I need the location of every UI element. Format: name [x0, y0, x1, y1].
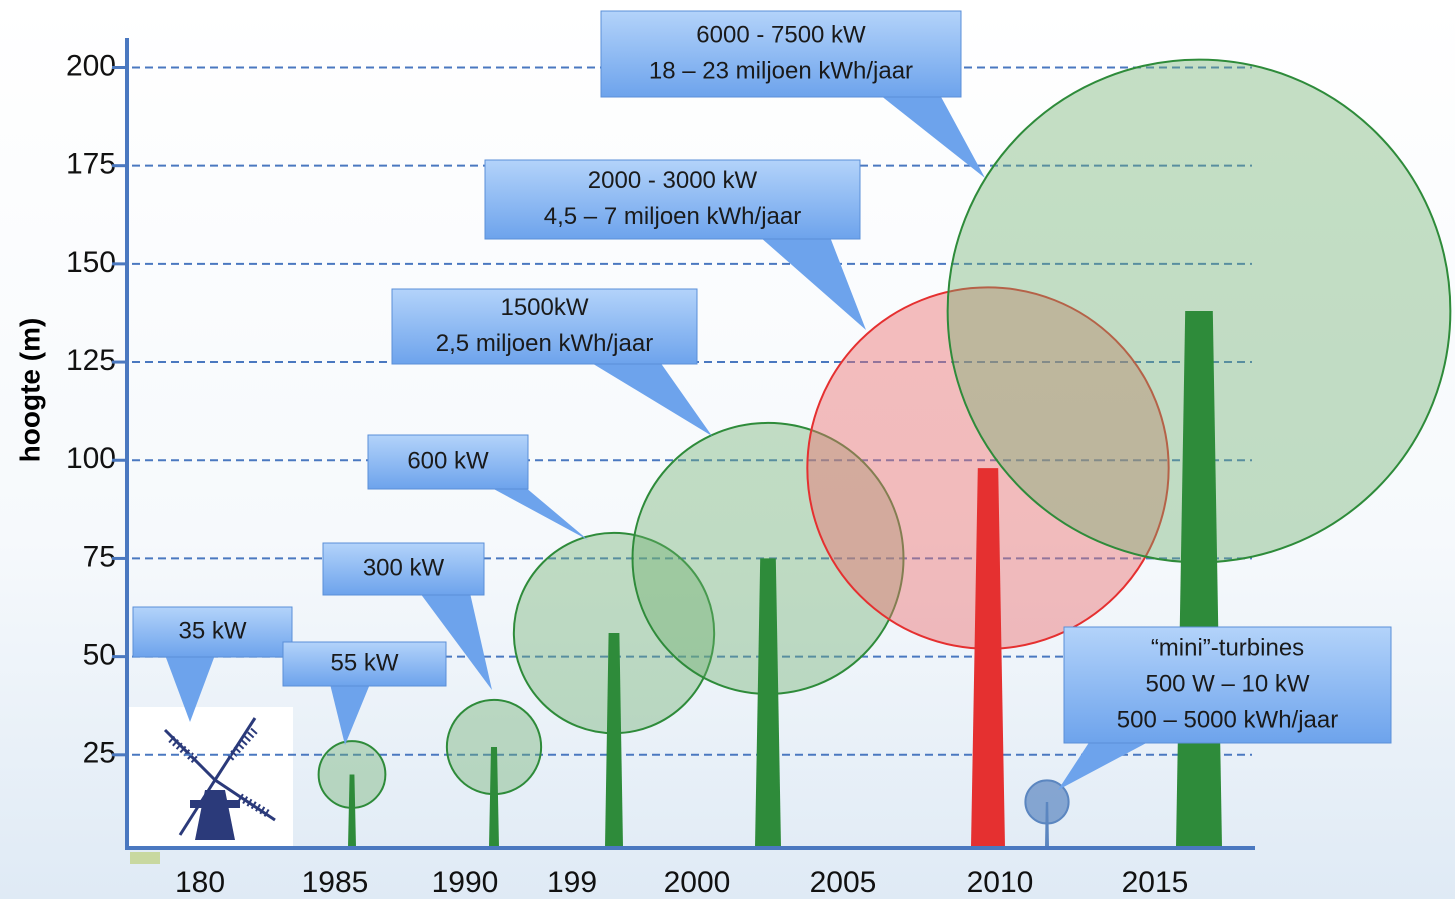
y-tick-label: 175 — [66, 148, 116, 181]
x-tick-label: 180 — [175, 866, 225, 899]
y-tick-label: 75 — [83, 540, 116, 573]
callout-text: 55 kW — [330, 649, 398, 676]
y-tick-label: 150 — [66, 246, 116, 279]
tower — [755, 558, 781, 847]
callout-text: 500 – 5000 kWh/jaar — [1117, 706, 1338, 733]
callout-pointer — [420, 593, 492, 690]
windmill-picture — [128, 707, 293, 864]
x-tick-label: 2015 — [1122, 866, 1189, 899]
callout-text: 2000 - 3000 kW — [588, 167, 758, 194]
callout-text: 6000 - 7500 kW — [696, 21, 866, 48]
callout-box — [132, 606, 293, 658]
tower — [971, 468, 1005, 847]
x-tick-label: 2010 — [967, 866, 1034, 899]
x-tick-label: 2000 — [664, 866, 731, 899]
callout-text: “mini”-turbines — [1151, 634, 1304, 661]
tower — [1045, 801, 1049, 847]
y-tick-label: 100 — [66, 442, 116, 475]
callout-box — [391, 288, 698, 365]
callout-text: 4,5 – 7 miljoen kWh/jaar — [544, 203, 801, 230]
y-tick-label: 50 — [83, 639, 116, 672]
callout-box — [600, 10, 962, 98]
callout-text: 18 – 23 miljoen kWh/jaar — [649, 57, 913, 84]
callout-box — [367, 434, 529, 490]
tower — [605, 633, 623, 847]
y-tick-label: 25 — [83, 737, 116, 770]
callout-pointer — [1058, 741, 1150, 790]
callout-text: 300 kW — [363, 554, 445, 581]
callout-box — [484, 159, 861, 240]
callout-text: 2,5 miljoen kWh/jaar — [436, 330, 653, 357]
callout-pointer — [590, 362, 712, 436]
callout-pointer — [760, 237, 866, 330]
x-tick-label: 1990 — [432, 866, 499, 899]
callout-text: 500 W – 10 kW — [1145, 670, 1309, 697]
x-tick-label: 2005 — [810, 866, 877, 899]
callout-text: 600 kW — [407, 447, 489, 474]
tower — [489, 746, 499, 847]
y-tick-label: 125 — [66, 344, 116, 377]
callout-pointer — [490, 487, 588, 540]
callout-pointer — [165, 655, 215, 722]
callout-box — [322, 542, 485, 596]
callout-text: 1500kW — [500, 294, 588, 321]
callout-box — [282, 641, 447, 687]
y-tick-label: 200 — [66, 49, 116, 82]
tower — [348, 774, 356, 847]
y-axis-label: hoogte (m) — [14, 318, 45, 463]
callout-pointer — [330, 684, 370, 745]
x-tick-label: 1985 — [302, 866, 369, 899]
callout-text: 35 kW — [178, 617, 246, 644]
x-tick-label: 199 — [547, 866, 597, 899]
callout-box — [1063, 626, 1392, 744]
callout-pointer — [880, 95, 985, 178]
